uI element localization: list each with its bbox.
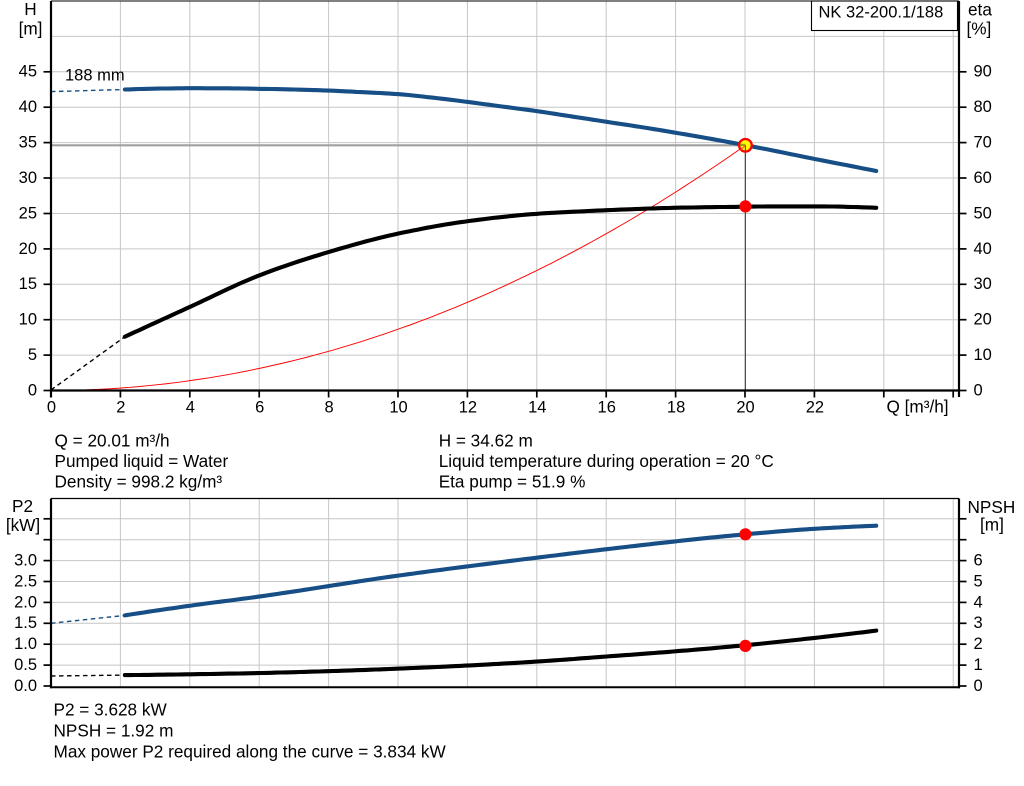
svg-text:50: 50: [974, 204, 992, 222]
svg-text:10: 10: [389, 398, 407, 416]
svg-text:40: 40: [974, 240, 992, 258]
svg-text:0: 0: [974, 677, 983, 695]
svg-text:0.0: 0.0: [14, 677, 37, 695]
svg-text:0.5: 0.5: [14, 656, 37, 674]
svg-text:14: 14: [528, 398, 546, 416]
svg-text:40: 40: [19, 98, 37, 116]
svg-text:3: 3: [974, 614, 983, 632]
svg-text:NPSH = 1.92 m: NPSH = 1.92 m: [54, 721, 174, 741]
svg-text:20: 20: [736, 398, 754, 416]
svg-text:188 mm: 188 mm: [65, 66, 125, 84]
svg-text:6: 6: [255, 398, 264, 416]
svg-text:Liquid temperature during oper: Liquid temperature during operation = 20…: [439, 451, 774, 471]
svg-text:H: H: [24, 0, 36, 19]
svg-text:20: 20: [19, 240, 37, 258]
svg-text:35: 35: [19, 134, 37, 152]
svg-text:Q [m³/h]: Q [m³/h]: [887, 397, 949, 417]
svg-text:80: 80: [974, 98, 992, 116]
svg-text:2.0: 2.0: [14, 593, 37, 611]
svg-text:5: 5: [974, 572, 983, 590]
svg-text:0: 0: [28, 381, 37, 399]
svg-text:0: 0: [47, 398, 56, 416]
svg-text:Pumped liquid = Water: Pumped liquid = Water: [55, 451, 229, 471]
svg-text:Eta pump = 51.9 %: Eta pump = 51.9 %: [439, 472, 586, 492]
svg-text:[m]: [m]: [980, 515, 1004, 535]
svg-text:4: 4: [974, 593, 983, 611]
svg-text:10: 10: [19, 311, 37, 329]
svg-text:5: 5: [28, 346, 37, 364]
svg-text:8: 8: [325, 398, 334, 416]
svg-text:22: 22: [806, 398, 824, 416]
svg-text:1.5: 1.5: [14, 614, 37, 632]
svg-text:H = 34.62 m: H = 34.62 m: [439, 431, 533, 451]
svg-text:25: 25: [19, 204, 37, 222]
svg-text:30: 30: [974, 275, 992, 293]
svg-text:[%]: [%]: [967, 19, 992, 39]
svg-text:20: 20: [974, 311, 992, 329]
svg-text:0: 0: [974, 381, 983, 399]
svg-text:[kW]: [kW]: [6, 515, 40, 535]
svg-text:NPSH: NPSH: [968, 497, 1016, 517]
svg-text:45: 45: [19, 63, 37, 81]
svg-text:16: 16: [598, 398, 616, 416]
svg-text:10: 10: [974, 346, 992, 364]
svg-text:1.0: 1.0: [14, 635, 37, 653]
svg-text:2: 2: [974, 635, 983, 653]
svg-text:15: 15: [19, 275, 37, 293]
svg-text:2: 2: [116, 398, 125, 416]
svg-text:P2: P2: [12, 496, 33, 516]
svg-text:6: 6: [974, 552, 983, 570]
svg-text:70: 70: [974, 134, 992, 152]
svg-text:Q = 20.01 m³/h: Q = 20.01 m³/h: [55, 431, 170, 451]
svg-text:Max power P2 required along th: Max power P2 required along the curve = …: [54, 742, 447, 762]
svg-text:NK 32-200.1/188: NK 32-200.1/188: [819, 3, 944, 21]
svg-text:90: 90: [974, 63, 992, 81]
svg-text:18: 18: [667, 398, 685, 416]
svg-text:60: 60: [974, 169, 992, 187]
svg-text:4: 4: [186, 398, 195, 416]
svg-text:[m]: [m]: [19, 18, 43, 38]
svg-text:30: 30: [19, 169, 37, 187]
svg-text:eta: eta: [968, 0, 992, 20]
svg-text:3.0: 3.0: [14, 552, 37, 570]
svg-text:2.5: 2.5: [14, 572, 37, 590]
svg-text:12: 12: [459, 398, 477, 416]
svg-text:P2 = 3.628 kW: P2 = 3.628 kW: [54, 700, 168, 720]
svg-text:Density = 998.2 kg/m³: Density = 998.2 kg/m³: [55, 472, 223, 492]
svg-text:1: 1: [974, 656, 983, 674]
